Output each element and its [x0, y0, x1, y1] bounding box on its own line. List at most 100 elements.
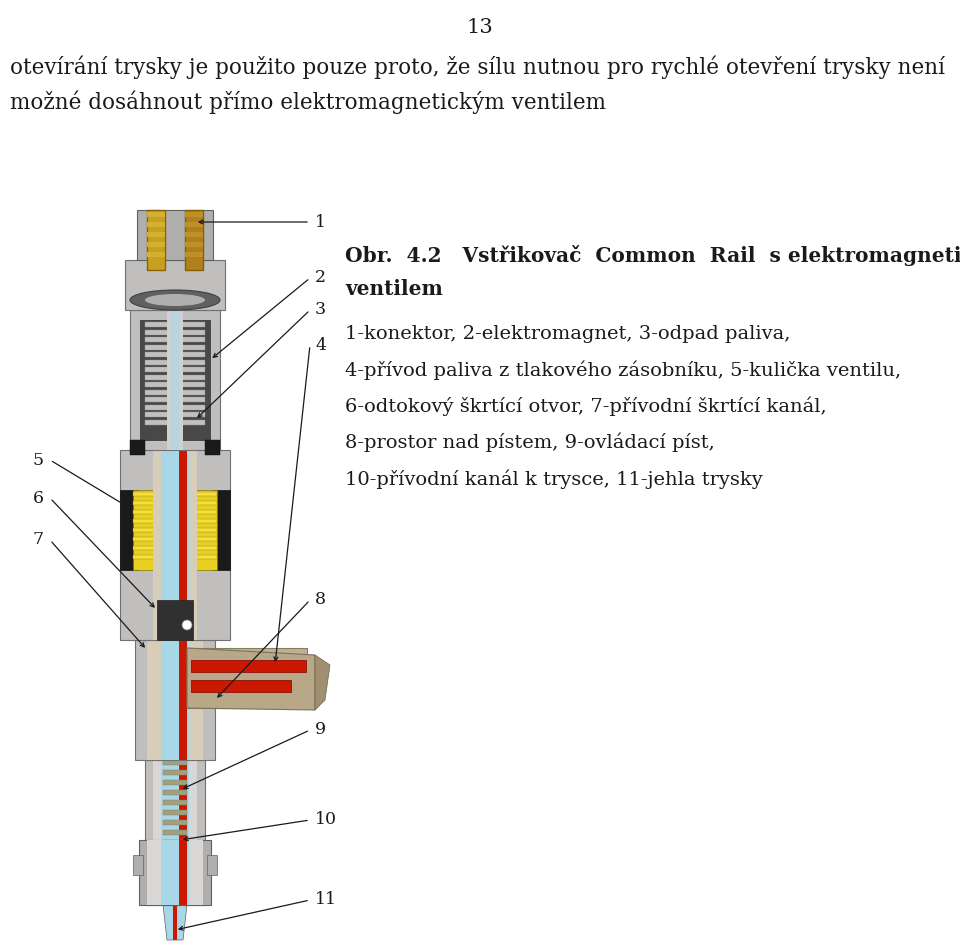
Bar — [120, 490, 138, 570]
Polygon shape — [187, 648, 315, 710]
Bar — [147, 210, 165, 270]
Bar — [195, 501, 217, 505]
Bar — [163, 850, 187, 855]
Bar — [212, 490, 230, 570]
Bar — [163, 780, 187, 785]
Bar — [140, 320, 210, 440]
Text: ventilem: ventilem — [345, 279, 443, 299]
Text: 9: 9 — [315, 721, 326, 738]
Bar — [191, 680, 291, 692]
Bar — [133, 546, 155, 550]
Bar — [147, 640, 203, 760]
Bar — [145, 352, 205, 357]
Bar — [187, 648, 307, 708]
Bar — [145, 405, 205, 410]
Bar — [145, 390, 205, 394]
Bar — [179, 450, 187, 640]
Bar — [133, 528, 155, 532]
Bar — [153, 760, 197, 905]
Bar — [171, 310, 179, 450]
Bar — [185, 232, 203, 237]
Bar — [185, 252, 203, 257]
Bar — [133, 537, 155, 541]
Text: 6-odtokový škrtící otvor, 7-přívodní škrtící kanál,: 6-odtokový škrtící otvor, 7-přívodní škr… — [345, 397, 827, 416]
Polygon shape — [315, 655, 330, 710]
Text: 5: 5 — [33, 451, 44, 468]
Text: 2: 2 — [315, 269, 326, 286]
Bar — [120, 450, 230, 640]
Bar — [163, 800, 187, 805]
Bar — [133, 855, 143, 875]
Bar — [125, 260, 225, 310]
Bar — [163, 790, 187, 795]
Bar — [139, 840, 211, 905]
Bar — [163, 760, 187, 765]
Bar — [163, 860, 187, 865]
Text: 8-prostor nad pístem, 9-ovládací píst,: 8-prostor nad pístem, 9-ovládací píst, — [345, 433, 715, 452]
Text: 1-konektor, 2-elektromagnet, 3-odpad paliva,: 1-konektor, 2-elektromagnet, 3-odpad pal… — [345, 325, 790, 343]
Bar — [133, 555, 155, 559]
Bar — [137, 210, 213, 260]
Bar — [161, 640, 189, 760]
Text: Obr.  4.2   Vstřikovač  Common  Rail  s elektromagnetickým: Obr. 4.2 Vstřikovač Common Rail s elektr… — [345, 245, 960, 266]
Text: 6: 6 — [33, 489, 44, 506]
Bar — [133, 501, 155, 505]
Bar — [195, 519, 217, 523]
Text: 10: 10 — [315, 811, 337, 829]
Bar — [185, 222, 203, 227]
Bar — [145, 760, 205, 905]
Bar — [185, 212, 203, 217]
Bar — [185, 242, 203, 247]
Circle shape — [182, 620, 192, 630]
Bar — [163, 820, 187, 825]
Bar — [130, 310, 220, 450]
Bar — [163, 830, 187, 835]
Text: 4-přívod paliva z tlakového zásobníku, 5-kulička ventilu,: 4-přívod paliva z tlakového zásobníku, 5… — [345, 361, 901, 380]
Bar — [145, 420, 205, 425]
Bar — [195, 546, 217, 550]
Polygon shape — [163, 905, 187, 940]
Bar — [163, 770, 187, 775]
Bar — [157, 600, 193, 640]
Bar — [195, 490, 217, 570]
Bar — [145, 337, 205, 342]
Bar — [195, 510, 217, 514]
Bar — [133, 492, 155, 496]
Bar — [135, 640, 215, 760]
Bar — [145, 322, 205, 327]
Bar — [161, 450, 189, 640]
Bar — [145, 330, 205, 335]
Bar — [147, 242, 165, 247]
Bar — [163, 840, 187, 845]
Ellipse shape — [130, 290, 220, 310]
Bar — [205, 440, 220, 455]
Bar — [147, 232, 165, 237]
Bar — [163, 810, 187, 815]
Bar — [147, 840, 203, 905]
Text: 11: 11 — [315, 891, 337, 908]
Bar — [191, 660, 306, 672]
Bar — [195, 537, 217, 541]
Bar — [161, 760, 189, 905]
Bar — [145, 412, 205, 417]
Bar — [145, 382, 205, 387]
Bar — [185, 210, 203, 270]
Bar — [147, 212, 165, 217]
Bar — [195, 528, 217, 532]
Bar — [179, 640, 187, 760]
Text: 4: 4 — [315, 337, 326, 354]
Text: 13: 13 — [467, 18, 493, 37]
Bar — [133, 519, 155, 523]
Bar — [145, 397, 205, 402]
Bar — [133, 490, 155, 570]
Bar — [179, 760, 187, 905]
Bar — [167, 310, 183, 450]
Bar — [133, 510, 155, 514]
Bar — [145, 344, 205, 350]
Bar — [207, 855, 217, 875]
Bar — [195, 555, 217, 559]
Bar — [145, 367, 205, 372]
Bar — [147, 252, 165, 257]
Bar — [153, 450, 197, 640]
Bar — [195, 492, 217, 496]
